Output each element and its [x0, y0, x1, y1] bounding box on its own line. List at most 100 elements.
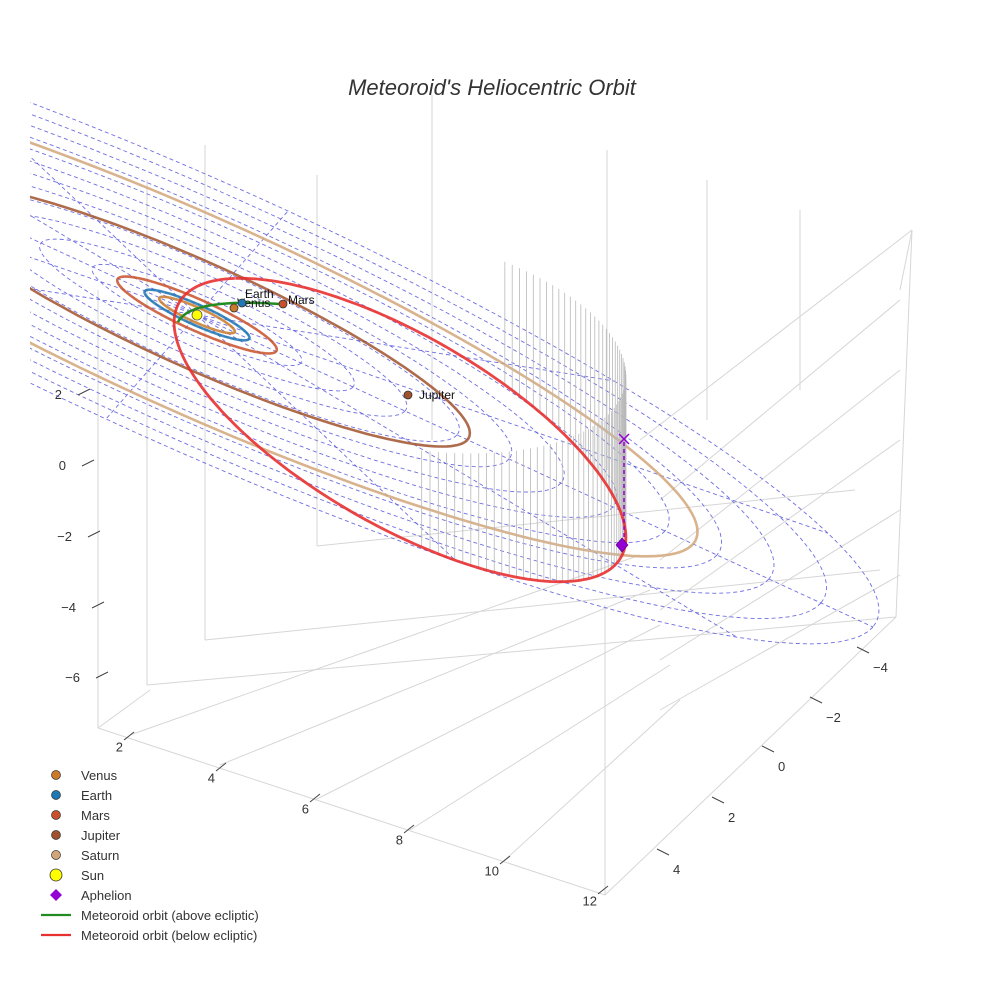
axis-box-line [129, 554, 641, 736]
planet-earth-label: Earth [245, 287, 274, 301]
legend-symbol [51, 790, 61, 800]
legend-item[interactable]: Meteoroid orbit (above ecliptic) [41, 908, 259, 923]
aphelion-projection-marker [618, 433, 630, 445]
axis-box-line [899, 229, 913, 291]
x-tick-label: 2 [116, 740, 123, 755]
axis-box-line [97, 689, 151, 729]
legend-label: Mars [81, 808, 110, 823]
planet-mars-label: Mars [288, 293, 315, 307]
axis-box-line [639, 229, 913, 441]
axis-box-line [409, 664, 671, 831]
planet-mars-marker [278, 299, 288, 309]
axis-box-line [895, 229, 913, 618]
legend-symbol [51, 830, 61, 840]
legend-label: Sun [81, 868, 104, 883]
axis-box-line [659, 299, 901, 501]
planet-earth-marker [237, 298, 247, 308]
planet-orbits [30, 141, 699, 558]
axis-box-line [604, 616, 897, 896]
orbit-mars [115, 275, 279, 355]
legend-item[interactable]: Saturn [51, 848, 120, 863]
grid-radial [30, 155, 198, 316]
orbit-saturn [30, 141, 699, 558]
legend-symbol [51, 770, 61, 780]
legend-symbol [51, 850, 61, 860]
legend-item[interactable]: Venus [51, 768, 118, 783]
x-tick-mark [309, 793, 321, 803]
axis-box-line [219, 589, 651, 766]
y-tick-label: 0 [778, 759, 785, 774]
z-tick-mark [91, 601, 105, 609]
y-tick-label: 4 [673, 862, 680, 877]
meteoroid-orbit-below [172, 276, 628, 584]
legend-item[interactable]: Jupiter [51, 828, 121, 843]
grid-radial [196, 314, 829, 534]
grid-radial [105, 314, 198, 420]
y-tick-label: −4 [873, 660, 888, 675]
x-tick-mark [215, 762, 227, 772]
axis-box-line [504, 699, 681, 861]
orbit-earth [143, 288, 251, 342]
z-tick-label: −4 [61, 600, 76, 615]
x-tick-label: 8 [396, 833, 403, 848]
legend-label: Aphelion [81, 888, 132, 903]
grid-ring [30, 215, 408, 417]
z-tick-mark [81, 459, 95, 467]
legend-label: Saturn [81, 848, 119, 863]
y-tick-mark [761, 745, 775, 753]
x-tick-label: 10 [485, 864, 499, 879]
grid-radial [30, 288, 198, 316]
legend-label: Meteoroid orbit (above ecliptic) [81, 908, 259, 923]
aphelion-marker [615, 537, 629, 553]
legend-item[interactable]: Meteoroid orbit (below ecliptic) [41, 928, 257, 943]
legend-symbol [49, 868, 63, 882]
grid-ring [30, 136, 722, 569]
axis-box-line [659, 574, 901, 711]
y-tick-mark [809, 696, 823, 704]
legend-item[interactable]: Sun [49, 868, 104, 883]
z-tick-label: 0 [59, 458, 66, 473]
axis-box [97, 95, 913, 896]
legend-item[interactable]: Aphelion [50, 888, 132, 903]
chart-title: Meteoroid's Heliocentric Orbit [348, 75, 637, 100]
y-tick-label: 2 [728, 810, 735, 825]
ecliptic-grid [30, 101, 880, 645]
z-tick-mark [77, 388, 91, 396]
legend: Venus Earth Mars Jupiter Saturn Sun Aphelion Me… [41, 768, 259, 943]
grid-radial [196, 314, 614, 382]
grid-ring [30, 160, 618, 518]
grid-radial [196, 314, 457, 562]
legend-symbol [50, 889, 62, 901]
x-tick-mark [597, 885, 609, 895]
planet-venus-label: Venus [237, 296, 270, 310]
y-tick-mark [711, 796, 725, 804]
orbit-venus [157, 295, 237, 335]
legend-label: Earth [81, 788, 112, 803]
x-tick-label: 4 [208, 771, 215, 786]
grid-ring [30, 113, 827, 620]
legend-label: Meteoroid orbit (below ecliptic) [81, 928, 257, 943]
meteoroid-orbit-above [176, 301, 281, 323]
axis-box-line [146, 616, 897, 686]
axis-box-line [659, 509, 901, 661]
legend-label: Jupiter [81, 828, 121, 843]
axis-box-line [97, 727, 606, 896]
z-tick-label: 2 [55, 387, 62, 402]
axis-box-line [659, 369, 901, 561]
grid-radial [196, 314, 874, 628]
x-tick-mark [499, 855, 511, 865]
planet-venus-marker [229, 303, 239, 313]
legend-item[interactable]: Earth [51, 788, 113, 803]
axis-ticks: 2 4 6 8 10 12 −4 −2 0 2 4 2 0 −2 −4 −6 [55, 387, 888, 909]
grid-ring [30, 125, 775, 594]
z-tick-label: −6 [65, 670, 80, 685]
grid-ring [30, 148, 670, 544]
z-tick-mark [87, 530, 101, 538]
legend-symbol [51, 810, 61, 820]
legend-item[interactable]: Mars [51, 808, 111, 823]
y-tick-label: −2 [826, 710, 841, 725]
grid-radial [30, 237, 198, 316]
